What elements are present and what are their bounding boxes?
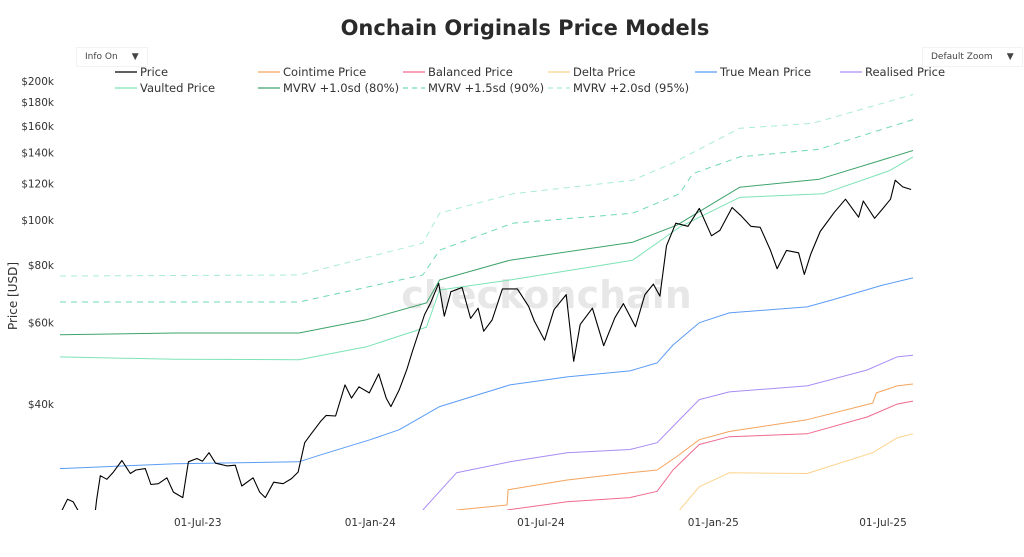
y-tick-label: $60k (28, 318, 55, 330)
caret-down-icon: ▼ (131, 52, 139, 62)
line-price (61, 179, 912, 510)
series-mvrv-1-5sd-90 (60, 119, 914, 303)
zoom-dropdown-label: Default Zoom (931, 52, 993, 62)
legend-line-icon (115, 87, 137, 89)
legend-label: Realised Price (865, 65, 946, 79)
series-cointime-price (456, 383, 914, 510)
x-tick-label: 01-Jul-24 (517, 517, 565, 529)
caret-down-icon: ▼ (1006, 52, 1014, 62)
series-mvrv-1-0sd-80 (60, 150, 914, 336)
legend-item-vaulted-price[interactable]: Vaulted Price (115, 81, 215, 95)
y-tick-label: $160k (21, 121, 55, 133)
legend-item-realised-price[interactable]: Realised Price (840, 65, 945, 79)
info-dropdown-label: Info On (85, 52, 118, 62)
series-realised-price (422, 354, 914, 510)
legend-line-icon (115, 71, 137, 73)
legend-item-true-mean-price[interactable]: True Mean Price (695, 65, 811, 79)
series-mvrv-2-0sd-95 (60, 94, 914, 277)
y-tick-label: $120k (21, 179, 55, 191)
legend-label: MVRV +1.0sd (80%) (283, 81, 400, 95)
legend-line-icon (840, 71, 862, 73)
legend-item-mvrv-1-0sd-80[interactable]: MVRV +1.0sd (80%) (258, 81, 399, 95)
watermark: checkonchain (401, 273, 692, 317)
legend-item-delta-price[interactable]: Delta Price (548, 65, 635, 79)
x-tick-label: 01-Jan-24 (345, 517, 396, 529)
line-true-mean-price (60, 277, 914, 470)
legend-label: MVRV +1.5sd (90%) (428, 81, 545, 95)
line-vaulted-price (60, 156, 914, 361)
legend-item-balanced-price[interactable]: Balanced Price (403, 65, 513, 79)
line-balanced-price (507, 400, 914, 510)
x-tick-label: 01-Jul-25 (859, 517, 907, 529)
series-delta-price (679, 433, 914, 510)
legend-line-icon (695, 71, 717, 73)
legend-line-icon (548, 87, 570, 89)
line-mvrv-2-0sd-95 (60, 94, 914, 277)
line-cointime-price (456, 383, 914, 510)
y-tick-label: $100k (21, 215, 55, 227)
y-tick-label: $40k (28, 399, 55, 411)
legend-label: True Mean Price (720, 65, 812, 79)
legend-line-icon (403, 87, 425, 89)
y-axis-label: Price [USD] (6, 262, 20, 330)
y-tick-label: $180k (21, 97, 55, 109)
legend-item-cointime-price[interactable]: Cointime Price (258, 65, 366, 79)
legend-label: Price (140, 65, 169, 79)
legend-line-icon (403, 71, 425, 73)
legend-item-price[interactable]: Price (115, 65, 168, 79)
series-price (61, 179, 912, 510)
legend-label: Cointime Price (283, 65, 367, 79)
y-tick-label: $140k (21, 148, 55, 160)
legend-item-mvrv-1-5sd-90[interactable]: MVRV +1.5sd (90%) (403, 81, 544, 95)
legend-line-icon (258, 71, 280, 73)
series-balanced-price (507, 400, 914, 510)
x-tick-label: 01-Jul-23 (174, 517, 222, 529)
legend-label: Balanced Price (428, 65, 513, 79)
line-mvrv-1-0sd-80 (60, 150, 914, 336)
line-delta-price (679, 433, 914, 510)
line-mvrv-1-5sd-90 (60, 119, 914, 303)
x-tick-label: 01-Jan-25 (688, 517, 739, 529)
chart-title: Onchain Originals Price Models (340, 16, 710, 40)
legend-item-mvrv-2-0sd-95[interactable]: MVRV +2.0sd (95%) (548, 81, 689, 95)
legend-label: MVRV +2.0sd (95%) (573, 81, 690, 95)
y-tick-label: $80k (28, 260, 55, 272)
legend-label: Vaulted Price (140, 81, 216, 95)
legend-line-icon (258, 87, 280, 89)
zoom-dropdown[interactable]: Default Zoom ▼ (922, 47, 1023, 67)
y-tick-label: $200k (21, 76, 55, 88)
line-realised-price (422, 354, 914, 510)
info-dropdown[interactable]: Info On ▼ (76, 47, 148, 67)
legend-line-icon (548, 71, 570, 73)
legend-label: Delta Price (573, 65, 636, 79)
series-vaulted-price (60, 156, 914, 361)
series-true-mean-price (60, 277, 914, 470)
